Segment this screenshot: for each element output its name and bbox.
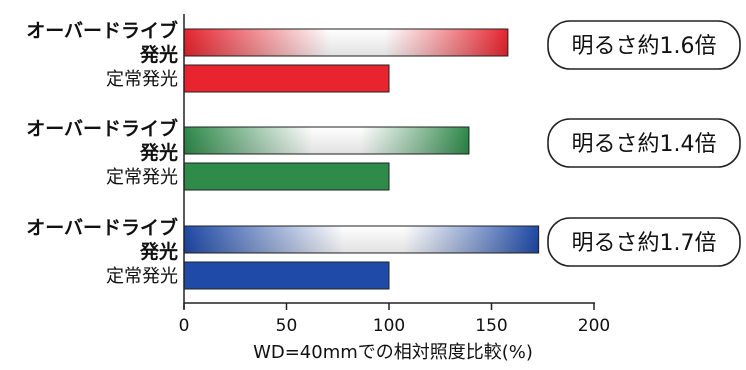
category-label: オーバードライブ: [26, 117, 178, 140]
category-label: 定常発光: [106, 167, 178, 188]
x-axis: 0 50 100 150 200: [179, 14, 610, 336]
x-tick-label: 200: [578, 316, 610, 336]
bars-layer: [183, 28, 540, 290]
bar-1-steady: [183, 64, 390, 93]
category-label: 定常発光: [106, 69, 178, 90]
bar-2-steady: [183, 162, 390, 191]
category-label: 発光: [139, 43, 178, 66]
bar-shade-2: [184, 127, 469, 154]
category-label: 発光: [139, 240, 178, 263]
category-label: 発光: [139, 141, 178, 164]
category-label: オーバードライブ: [26, 216, 178, 239]
annotation-box: [547, 118, 741, 168]
annotation-box: [547, 217, 741, 267]
x-tick-label: 0: [179, 316, 190, 336]
annotation-box: [547, 20, 741, 70]
annotation-text: 明るさ約1.7倍: [572, 231, 717, 256]
category-label: 定常発光: [106, 266, 178, 287]
x-tick-label: 100: [373, 316, 405, 336]
annotation-text: 明るさ約1.4倍: [572, 132, 717, 157]
bar-shade-1: [184, 29, 508, 56]
bar-3-steady: [183, 261, 390, 290]
category-labels: オーバードライブ発光定常発光オーバードライブ発光定常発光オーバードライブ発光定常…: [26, 19, 178, 287]
annotation-text: 明るさ約1.6倍: [572, 34, 717, 59]
bar-shade-3: [184, 226, 539, 253]
x-tick-label: 50: [276, 316, 298, 336]
x-axis-title: WD=40mmでの相対照度比較(%): [253, 342, 533, 363]
x-tick-label: 150: [475, 316, 507, 336]
category-label: オーバードライブ: [26, 19, 178, 42]
